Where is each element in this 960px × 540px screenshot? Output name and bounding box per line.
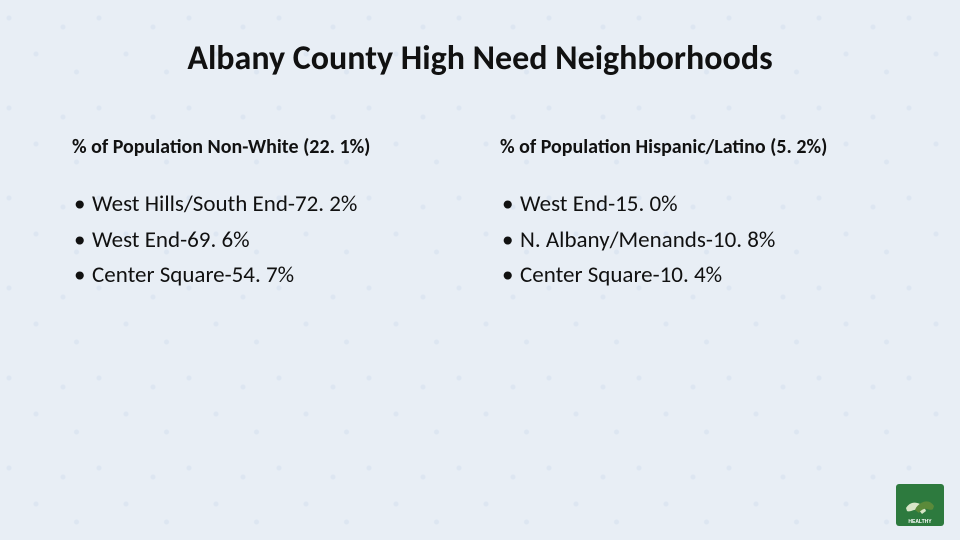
list-item: West End-69. 6% [72,223,460,259]
list-item: N. Albany/Menands-10. 8% [500,223,888,259]
column-heading-hispanic: % of Population Hispanic/Latino (5. 2%) [500,135,888,159]
list-item: West Hills/South End-72. 2% [72,187,460,223]
column-right: % of Population Hispanic/Latino (5. 2%) … [500,135,888,294]
slide-container: Albany County High Need Neighborhoods % … [0,0,960,540]
slide-title: Albany County High Need Neighborhoods [72,38,888,79]
bullet-list-nonwhite: West Hills/South End-72. 2% West End-69.… [72,187,460,294]
list-item: West End-15. 0% [500,187,888,223]
column-heading-nonwhite: % of Population Non-White (22. 1%) [72,135,460,159]
healthy-initiative-logo-icon: HEALTHY [896,484,944,526]
columns-wrapper: % of Population Non-White (22. 1%) West … [72,135,888,294]
svg-text:HEALTHY: HEALTHY [908,519,932,525]
bullet-list-hispanic: West End-15. 0% N. Albany/Menands-10. 8%… [500,187,888,294]
list-item: Center Square-10. 4% [500,258,888,294]
list-item: Center Square-54. 7% [72,258,460,294]
column-left: % of Population Non-White (22. 1%) West … [72,135,460,294]
